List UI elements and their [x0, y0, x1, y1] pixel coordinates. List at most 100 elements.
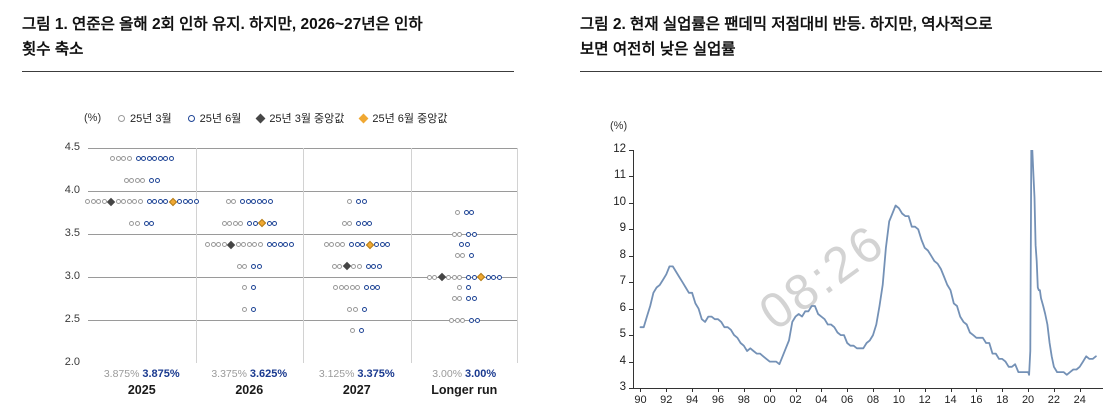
dot-marker — [367, 220, 372, 226]
dot-marker — [238, 220, 243, 226]
dot-row — [411, 272, 519, 282]
cluster-gap — [132, 158, 135, 159]
x-axis-tick — [743, 388, 745, 392]
dot-marker — [460, 317, 465, 323]
legend-label: 25년 3월 중앙값 — [269, 113, 345, 125]
figure1-panel: 그림 1. 연준은 올해 2회 인하 유지. 하지만, 2026~27년은 인하… — [22, 12, 514, 72]
dot-marker — [361, 220, 367, 226]
dot-marker — [267, 199, 273, 205]
dot-marker — [459, 242, 464, 248]
x-axis-tick — [950, 388, 952, 392]
y-axis-tick-label: 2.5 — [64, 313, 80, 325]
dot-marker — [257, 242, 263, 248]
dot-marker — [466, 285, 472, 291]
dot-marker — [188, 199, 193, 205]
x-axis-tick — [717, 388, 719, 392]
dot-marker — [157, 156, 163, 162]
dot-row — [303, 240, 411, 249]
dot-marker — [344, 285, 350, 291]
y-axis-tick-label: 7 — [619, 275, 626, 288]
dot-marker — [247, 220, 252, 226]
dot-marker — [132, 199, 137, 205]
dot-marker — [129, 177, 135, 183]
y-axis-tick-label: 11 — [614, 169, 626, 182]
dot-marker — [193, 199, 199, 205]
dot-marker — [288, 242, 294, 248]
dot-marker — [157, 199, 163, 205]
june-median-value: 3.875% — [142, 368, 180, 380]
dot-marker — [85, 199, 90, 205]
dot-row — [303, 284, 411, 292]
dot-marker — [349, 242, 354, 248]
dot-marker — [376, 263, 382, 269]
dot-marker — [137, 199, 143, 205]
dot-row — [196, 198, 304, 206]
dot-circle-icon — [118, 114, 125, 122]
dot-marker — [115, 156, 121, 162]
dot-marker — [262, 199, 268, 205]
legend-label: 25년 6월 중앙값 — [372, 113, 448, 125]
cluster-gap — [355, 330, 358, 331]
figure1-title-line1: 그림 1. 연준은 올해 2회 인하 유지. 하지만, 2026~27년은 인하 — [22, 16, 423, 33]
x-axis-tick — [821, 388, 823, 392]
dot-row — [88, 155, 196, 163]
figure2-title-line1: 그림 2. 현재 실업률은 팬데믹 저점대비 반등. 하지만, 역사적으로 — [580, 16, 993, 33]
dot-marker — [141, 156, 146, 162]
dot-marker — [235, 242, 241, 248]
y-axis-tick — [629, 150, 634, 151]
dot-marker — [496, 274, 502, 280]
dot-marker — [210, 242, 216, 248]
dot-marker — [351, 263, 357, 269]
dot-marker — [90, 199, 96, 205]
dot-marker — [361, 199, 367, 205]
dot-marker — [256, 199, 262, 205]
dot-marker — [471, 296, 477, 301]
y-axis-tick-label: 2.0 — [64, 356, 80, 368]
dot-marker — [457, 274, 463, 280]
x-axis-tick — [640, 388, 642, 392]
category-summary: 3.375% 3.625% 2026 — [196, 368, 304, 397]
march-median-value: 3.875% — [103, 368, 140, 380]
dot-marker — [110, 156, 115, 162]
dot-marker — [464, 242, 470, 248]
category-label: 2027 — [342, 383, 371, 397]
x-axis-tick-label: 20 — [1021, 394, 1035, 406]
dot-marker — [205, 242, 210, 248]
y-axis-tick — [629, 282, 634, 284]
dot-row — [411, 295, 519, 303]
x-axis-tick-label: 96 — [711, 394, 725, 406]
dot-marker — [163, 156, 168, 162]
dot-marker — [272, 242, 277, 248]
x-axis-tick — [1079, 388, 1081, 392]
figure1-y-axis-labels: 4.5 4.0 3.5 3.0 2.5 2.0 — [46, 141, 80, 368]
legend-item: 25년 6월 중앙값 — [358, 110, 448, 126]
median-diamond-icon — [358, 113, 369, 123]
dot-marker — [466, 274, 472, 280]
dot-marker — [152, 156, 157, 162]
figure2-title: 그림 2. 현재 실업률은 팬데믹 저점대비 반등. 하지만, 역사적으로 보면… — [580, 12, 1102, 72]
dot-marker — [129, 220, 135, 226]
dot-marker — [221, 220, 227, 226]
figure2-title-line2: 보면 여전히 낮은 실업률 — [580, 41, 736, 58]
dot-marker — [355, 285, 361, 291]
dot-marker — [242, 306, 248, 312]
x-axis-tick-label: 16 — [970, 394, 983, 406]
dot-marker — [177, 199, 182, 205]
dot-row — [303, 327, 411, 335]
dot-marker — [379, 242, 385, 248]
dot-marker — [236, 263, 242, 269]
dot-marker — [241, 242, 246, 248]
figure1-x-axis-labels: 3.875% 3.875% 2025 3.375% 3.625% 2026 3.125%… — [88, 368, 518, 408]
dot-marker — [140, 177, 146, 183]
x-axis-tick — [976, 388, 978, 392]
y-axis-tick — [629, 335, 634, 337]
x-axis-tick-label: 06 — [841, 394, 854, 406]
dot-marker — [347, 199, 352, 205]
y-axis-tick-label: 3.0 — [64, 270, 80, 282]
dot-marker — [365, 263, 371, 269]
y-axis-tick-label: 3.5 — [64, 227, 80, 239]
x-axis-tick — [795, 388, 797, 392]
dot-marker — [469, 317, 474, 323]
x-axis-tick — [898, 388, 900, 392]
dot-marker — [333, 285, 339, 291]
